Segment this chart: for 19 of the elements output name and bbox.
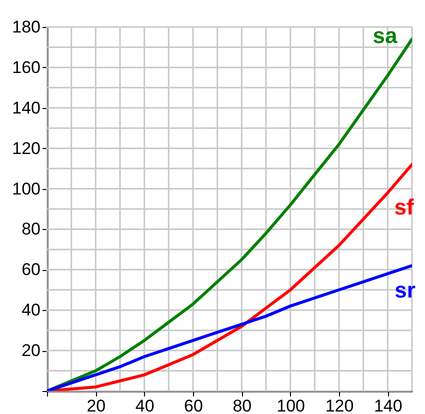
y-tick-label: 140 xyxy=(12,98,40,118)
x-tick-label: 120 xyxy=(325,396,354,414)
x-tick-label: 40 xyxy=(135,396,154,414)
series-label: sr xyxy=(394,278,416,303)
x-tick-label: 140 xyxy=(374,396,402,414)
y-tick-label: 60 xyxy=(22,260,40,280)
series-label: sf xyxy=(394,194,414,220)
x-tick-label: 60 xyxy=(184,396,203,414)
y-tick-label: 100 xyxy=(12,179,40,198)
y-tick-label: 80 xyxy=(22,220,40,239)
y-tick-label: 180 xyxy=(12,18,40,36)
x-tick-label: 100 xyxy=(276,396,306,414)
x-tick-label: 80 xyxy=(232,396,252,414)
y-tick-label: 40 xyxy=(22,300,40,320)
x-tick-label: 20 xyxy=(86,396,106,414)
y-tick-label: 120 xyxy=(12,138,40,158)
series-label: sa xyxy=(372,23,398,48)
y-tick-label: 160 xyxy=(12,58,40,77)
y-tick-label: 20 xyxy=(22,341,40,360)
